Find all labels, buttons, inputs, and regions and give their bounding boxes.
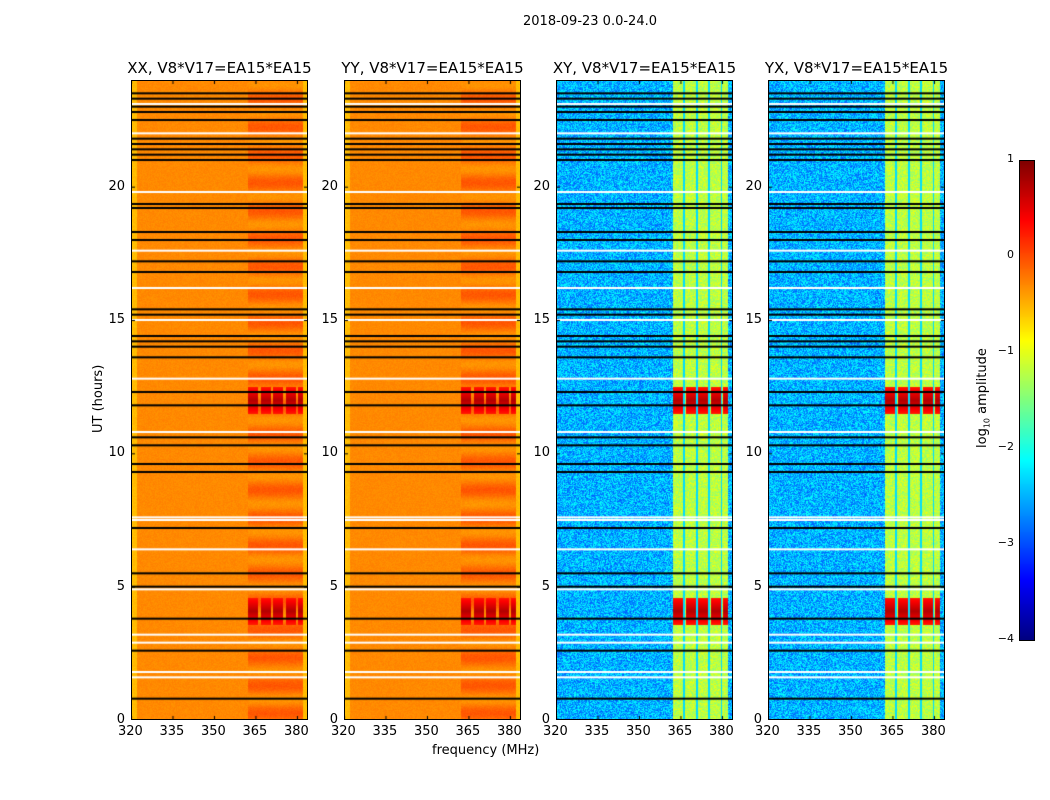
heatmap-panel-xx [131,80,308,720]
x-tick-label: 380 [708,724,734,739]
heatmap-panel-xy [556,80,733,720]
x-tick-label: 335 [796,724,822,739]
y-tick-label: 10 [533,445,550,461]
x-tick-label: 350 [837,724,863,739]
x-axis-label: frequency (MHz) [432,743,540,758]
colorbar-tick-label: −1 [997,344,1014,357]
y-tick-label: 15 [533,312,550,327]
y-tick-label: 20 [108,178,125,194]
x-tick-label: 335 [372,724,398,739]
panel-title: YY, V8*V17=EA15*EA15 [341,59,524,77]
heatmap-image [768,80,945,720]
y-tick-label: 15 [321,312,338,327]
heatmap-image [131,80,308,720]
y-tick-label: 20 [745,178,762,194]
y-axis-label: UT (hours) [91,364,106,433]
x-tick-label: 350 [413,724,439,739]
y-tick-label: 0 [753,712,762,727]
colorbar-label: log10 amplitude [975,348,992,448]
colorbar-tick-label: −2 [997,440,1014,453]
panel-title: XX, V8*V17=EA15*EA15 [127,59,312,77]
y-tick-label: 0 [329,712,338,727]
x-tick-label: 365 [455,724,481,739]
x-tick-label: 320 [331,724,356,739]
colorbar-tick-label: 1 [1007,152,1014,165]
y-tick-label: 10 [745,445,762,461]
y-tick-label: 5 [329,578,338,594]
x-tick-label: 335 [584,724,610,739]
x-tick-label: 365 [242,724,268,739]
figure-title: 2018-09-23 0.0-24.0 [523,14,657,29]
y-tick-label: 20 [321,178,338,194]
x-tick-label: 365 [667,724,693,739]
x-tick-label: 365 [879,724,905,739]
y-tick-label: 15 [108,312,125,327]
colorbar-tick-label: −3 [997,536,1014,549]
colorbar-tick-label: −4 [997,632,1014,645]
x-tick-label: 350 [625,724,651,739]
y-tick-label: 10 [321,445,338,461]
y-tick-label: 5 [116,578,125,594]
x-tick-label: 335 [159,724,185,739]
y-tick-label: 5 [753,578,762,594]
y-tick-label: 0 [116,712,125,727]
x-tick-label: 380 [283,724,309,739]
colorbar-gradient [1019,160,1035,641]
x-tick-label: 380 [920,724,946,739]
y-tick-label: 0 [541,712,550,727]
y-tick-label: 15 [745,312,762,327]
y-tick-label: 20 [533,178,550,194]
x-tick-label: 320 [755,724,780,739]
colorbar-tick-label: 0 [1007,248,1014,261]
heatmap-panel-yy [344,80,521,720]
panel-title: YX, V8*V17=EA15*EA15 [764,59,949,77]
x-tick-label: 350 [200,724,226,739]
x-tick-label: 320 [118,724,143,739]
x-tick-label: 380 [496,724,522,739]
heatmap-panel-yx [768,80,945,720]
colorbar [1019,160,1035,641]
heatmap-image [556,80,733,720]
heatmap-image [344,80,521,720]
y-tick-label: 10 [108,445,125,461]
panel-title: XY, V8*V17=EA15*EA15 [552,59,737,77]
y-tick-label: 5 [541,578,550,594]
x-tick-label: 320 [543,724,568,739]
